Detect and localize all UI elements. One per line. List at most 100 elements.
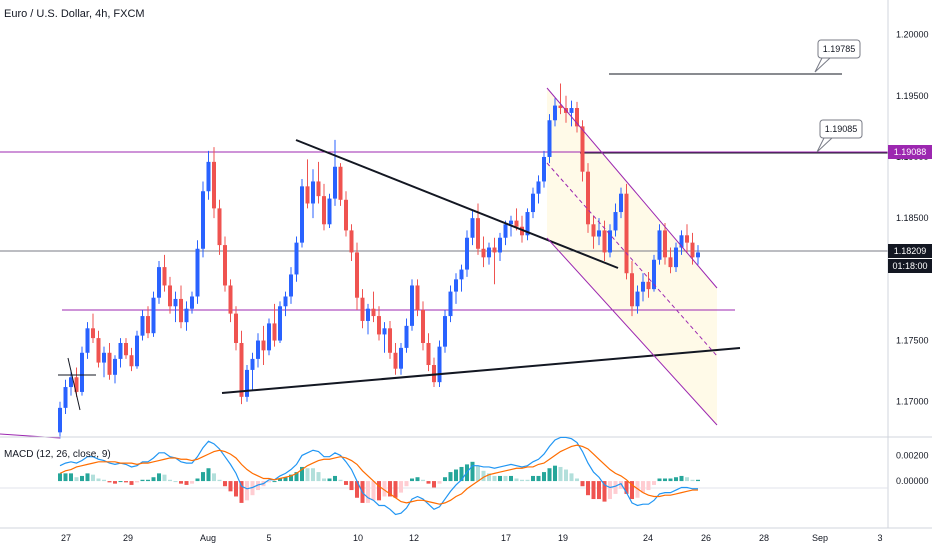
candle-body[interactable] <box>311 181 315 204</box>
callout-lower[interactable]: 1.19085 <box>816 119 863 153</box>
candle-body[interactable] <box>459 269 464 280</box>
candle-body[interactable] <box>481 248 486 258</box>
candle-body[interactable] <box>410 285 414 326</box>
candle-body[interactable] <box>454 279 458 292</box>
candle-body[interactable] <box>388 328 392 353</box>
candle-body[interactable] <box>465 237 469 270</box>
candle-body[interactable] <box>245 369 249 397</box>
candle-body[interactable] <box>206 161 211 192</box>
candle-body[interactable] <box>195 248 200 297</box>
candle-body[interactable] <box>322 196 326 225</box>
candle-body[interactable] <box>217 208 222 246</box>
candle-body[interactable] <box>316 181 321 197</box>
candle-body[interactable] <box>641 281 645 292</box>
candle-body[interactable] <box>503 224 508 238</box>
candle-body[interactable] <box>470 218 475 238</box>
candle-body[interactable] <box>173 298 178 307</box>
candle-body[interactable] <box>619 193 623 213</box>
candle-body[interactable] <box>113 358 117 375</box>
candle-body[interactable] <box>377 316 381 335</box>
candle-body[interactable] <box>586 171 590 225</box>
candle-body[interactable] <box>399 347 403 369</box>
candle-body[interactable] <box>289 274 293 297</box>
candle-body[interactable] <box>327 198 332 225</box>
candle-body[interactable] <box>492 247 497 253</box>
candle-body[interactable] <box>355 252 359 298</box>
candle-body[interactable] <box>635 291 640 307</box>
candle-body[interactable] <box>118 342 123 359</box>
candle-body[interactable] <box>184 308 189 323</box>
callout-upper[interactable]: 1.19785 <box>814 39 861 73</box>
candle-body[interactable] <box>256 340 260 359</box>
candle-body[interactable] <box>349 230 354 253</box>
candle-body[interactable] <box>679 235 684 248</box>
candle-body[interactable] <box>393 352 398 369</box>
candle-body[interactable] <box>580 126 585 172</box>
candle-body[interactable] <box>201 191 205 249</box>
channel-upper-line[interactable] <box>546 87 718 289</box>
candle-body[interactable] <box>663 230 667 258</box>
candle-body[interactable] <box>558 105 563 109</box>
candle-body[interactable] <box>652 259 656 290</box>
price-axis[interactable]: 1.200001.195001.190001.185001.175001.170… <box>896 30 929 407</box>
candle-body[interactable] <box>228 285 233 314</box>
candle-body[interactable] <box>476 218 480 249</box>
candle-body[interactable] <box>261 340 266 351</box>
candle-body[interactable] <box>624 193 629 274</box>
candle-body[interactable] <box>63 387 68 408</box>
candle-body[interactable] <box>426 342 431 366</box>
candle-body[interactable] <box>696 252 700 258</box>
candle-body[interactable] <box>690 242 695 258</box>
candle-body[interactable] <box>283 296 288 307</box>
candle-body[interactable] <box>421 309 425 343</box>
candle-body[interactable] <box>234 313 238 343</box>
candle-body[interactable] <box>179 298 183 323</box>
ascending-support-line[interactable] <box>221 347 741 394</box>
candle-body[interactable] <box>140 316 145 336</box>
candle-body[interactable] <box>69 377 73 388</box>
candle-body[interactable] <box>575 108 579 127</box>
candle-body[interactable] <box>608 230 612 253</box>
downtrend-line[interactable] <box>295 139 619 269</box>
candle-body[interactable] <box>333 166 337 199</box>
candle-body[interactable] <box>366 308 370 321</box>
candle-body[interactable] <box>107 352 112 375</box>
candle-body[interactable] <box>602 230 607 253</box>
candle-body[interactable] <box>437 346 442 383</box>
candle-body[interactable] <box>91 328 95 339</box>
candle-body[interactable] <box>547 120 552 157</box>
candle-body[interactable] <box>646 281 651 290</box>
candle-body[interactable] <box>553 105 557 121</box>
candle-body[interactable] <box>487 247 491 258</box>
candle-body[interactable] <box>630 273 634 307</box>
candle-body[interactable] <box>415 285 420 310</box>
candle-body[interactable] <box>278 306 282 341</box>
candle-body[interactable] <box>223 245 227 286</box>
candle-body[interactable] <box>597 230 601 237</box>
candle-body[interactable] <box>300 186 304 243</box>
candle-body[interactable] <box>657 230 662 260</box>
candle-body[interactable] <box>668 257 673 268</box>
candle-body[interactable] <box>338 166 343 200</box>
macd-indicator-title[interactable]: MACD (12, 26, close, 9) <box>4 449 111 460</box>
channel-mid-line[interactable] <box>546 162 718 357</box>
candle-body[interactable] <box>305 186 310 204</box>
candle-body[interactable] <box>514 220 519 227</box>
candle-body[interactable] <box>443 316 447 347</box>
candle-body[interactable] <box>146 316 150 334</box>
candle-body[interactable] <box>371 308 376 317</box>
candle-body[interactable] <box>448 291 453 317</box>
candle-body[interactable] <box>509 220 513 225</box>
candle-body[interactable] <box>129 355 134 367</box>
candle-body[interactable] <box>190 296 194 309</box>
candle-body[interactable] <box>157 267 161 298</box>
candle-body[interactable] <box>162 267 167 286</box>
candle-body[interactable] <box>239 342 244 397</box>
candle-body[interactable] <box>212 161 216 209</box>
candle-body[interactable] <box>569 108 574 113</box>
candle-body[interactable] <box>536 181 541 194</box>
candle-body[interactable] <box>531 193 535 213</box>
candle-body[interactable] <box>685 235 689 243</box>
macd-axis[interactable]: 0.00200 0.00000 <box>896 450 929 486</box>
